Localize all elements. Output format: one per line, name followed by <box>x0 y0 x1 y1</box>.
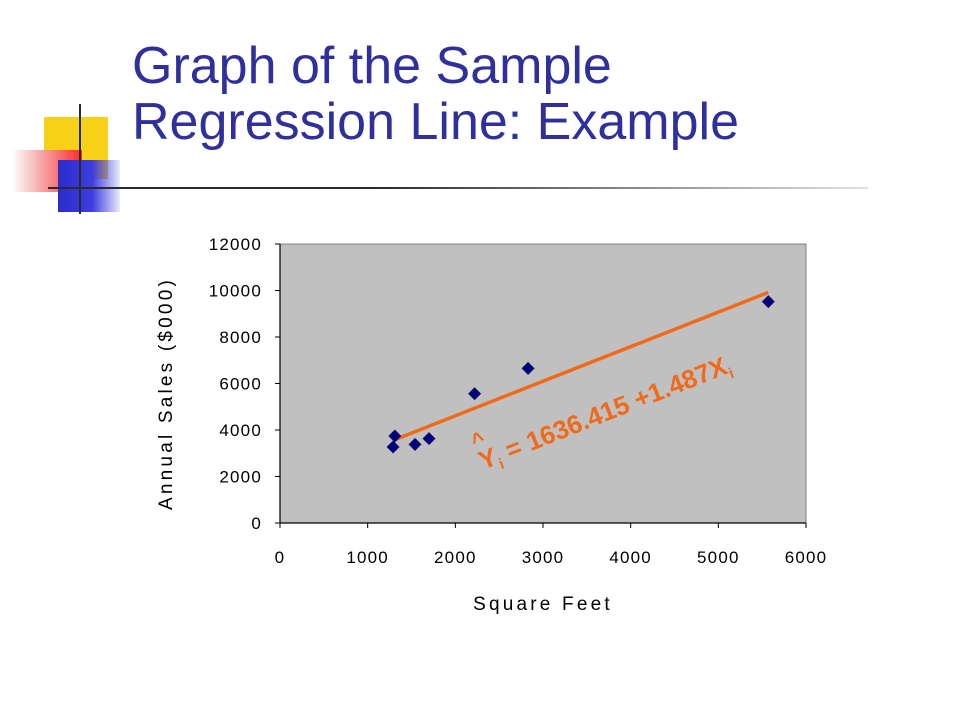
x-tick-label: 5000 <box>697 548 740 567</box>
slide-title-line-1: Graph of the Sample <box>132 37 612 95</box>
x-axis-label: Square Feet <box>473 594 613 615</box>
decor-blue-square <box>58 160 120 212</box>
y-tick-label: 6000 <box>219 375 262 394</box>
slide-title-line-2: Regression Line: Example <box>132 93 739 151</box>
x-tick-label: 0 <box>275 548 286 567</box>
x-tick-label: 3000 <box>522 548 565 567</box>
data-point <box>521 361 535 375</box>
data-point <box>386 440 400 454</box>
plot-area <box>279 243 807 524</box>
data-point <box>422 432 436 446</box>
equation-x-subscript: i <box>726 365 736 382</box>
data-point <box>408 437 422 451</box>
data-point <box>761 295 775 309</box>
decor-vertical-rule <box>79 104 81 214</box>
slide-title: Graph of the Sample Regression Line: Exa… <box>132 38 739 150</box>
y-axis-label: Annual Sales ($000) <box>156 277 177 510</box>
x-axis: 0 1000 2000 3000 4000 5000 6000 <box>275 522 828 567</box>
data-points <box>386 295 775 454</box>
decor-horizontal-rule <box>48 187 868 189</box>
x-tick-label: 4000 <box>609 548 652 567</box>
y-tick-label: 0 <box>251 514 262 533</box>
y-tick-label: 8000 <box>219 328 262 347</box>
x-tick-label: 2000 <box>434 548 477 567</box>
data-point <box>388 429 402 443</box>
y-tick-label: 2000 <box>219 468 262 487</box>
y-tick-label: 10000 <box>209 282 262 301</box>
equation-y-subscript: i <box>497 456 507 473</box>
y-tick-label: 12000 <box>209 235 262 254</box>
x-tick-label: 1000 <box>346 548 389 567</box>
data-point <box>468 387 482 401</box>
x-tick-label: 6000 <box>785 548 828 567</box>
y-tick-label: 4000 <box>219 421 262 440</box>
y-axis: 0 2000 4000 6000 8000 10000 12000 <box>209 235 281 533</box>
regression-line <box>392 290 769 442</box>
